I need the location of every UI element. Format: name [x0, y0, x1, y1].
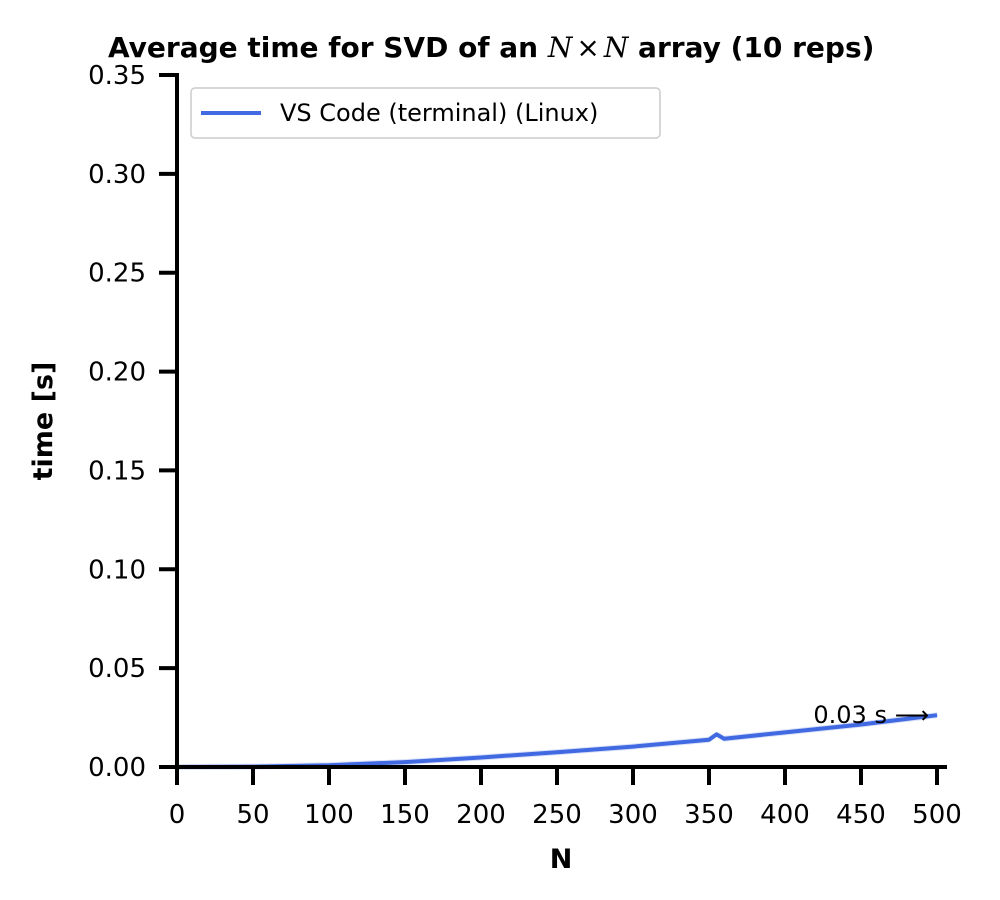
y-tick-label: 0.15 — [88, 456, 146, 486]
x-tick-label: 250 — [532, 800, 582, 830]
series-band — [177, 712, 937, 770]
chart-title: Average time for SVD of an N × N array (10… — [108, 31, 874, 64]
legend-box — [190, 87, 661, 139]
data-point — [404, 761, 406, 763]
data-point — [860, 723, 862, 725]
x-axis-label: N — [550, 844, 573, 875]
x-tick-label: 200 — [456, 800, 506, 830]
y-tick-label: 0.00 — [88, 753, 146, 783]
legend-label: VS Code (terminal) (Linux) — [280, 99, 598, 127]
x-tick-label: 350 — [684, 800, 734, 830]
x-tick-label: 150 — [380, 800, 430, 830]
confidence-band — [177, 712, 937, 770]
data-point — [632, 746, 634, 748]
x-tick-label: 450 — [836, 800, 886, 830]
y-tick-label: 0.10 — [88, 555, 146, 585]
legend: VS Code (terminal) (Linux) — [190, 87, 661, 139]
x-tick-label: 500 — [912, 800, 962, 830]
y-tick-label: 0.30 — [88, 160, 146, 190]
y-axis-label: time [s] — [28, 362, 59, 481]
data-point — [556, 751, 558, 753]
x-tick-label: 400 — [760, 800, 810, 830]
data-point — [480, 757, 482, 759]
data-point — [936, 714, 938, 716]
y-tick-label: 0.20 — [88, 358, 146, 388]
x-ticks: 0 50 100 150 200 250 300 350 400 450 500 — [169, 767, 962, 830]
data-point — [716, 733, 718, 735]
x-tick-label: 50 — [236, 800, 269, 830]
data-point — [723, 738, 725, 740]
y-tick-label: 0.25 — [88, 259, 146, 289]
x-tick-label: 300 — [608, 800, 658, 830]
y-ticks: 0.00 0.05 0.10 0.15 0.20 0.25 0.30 0.35 — [88, 61, 177, 783]
data-point — [708, 739, 710, 741]
annotation-text: 0.03 s ⟶ — [813, 701, 929, 729]
x-tick-label: 100 — [304, 800, 354, 830]
data-point — [784, 731, 786, 733]
y-tick-label: 0.05 — [88, 654, 146, 684]
y-tick-label: 0.35 — [88, 61, 146, 91]
x-tick-label: 0 — [169, 800, 186, 830]
